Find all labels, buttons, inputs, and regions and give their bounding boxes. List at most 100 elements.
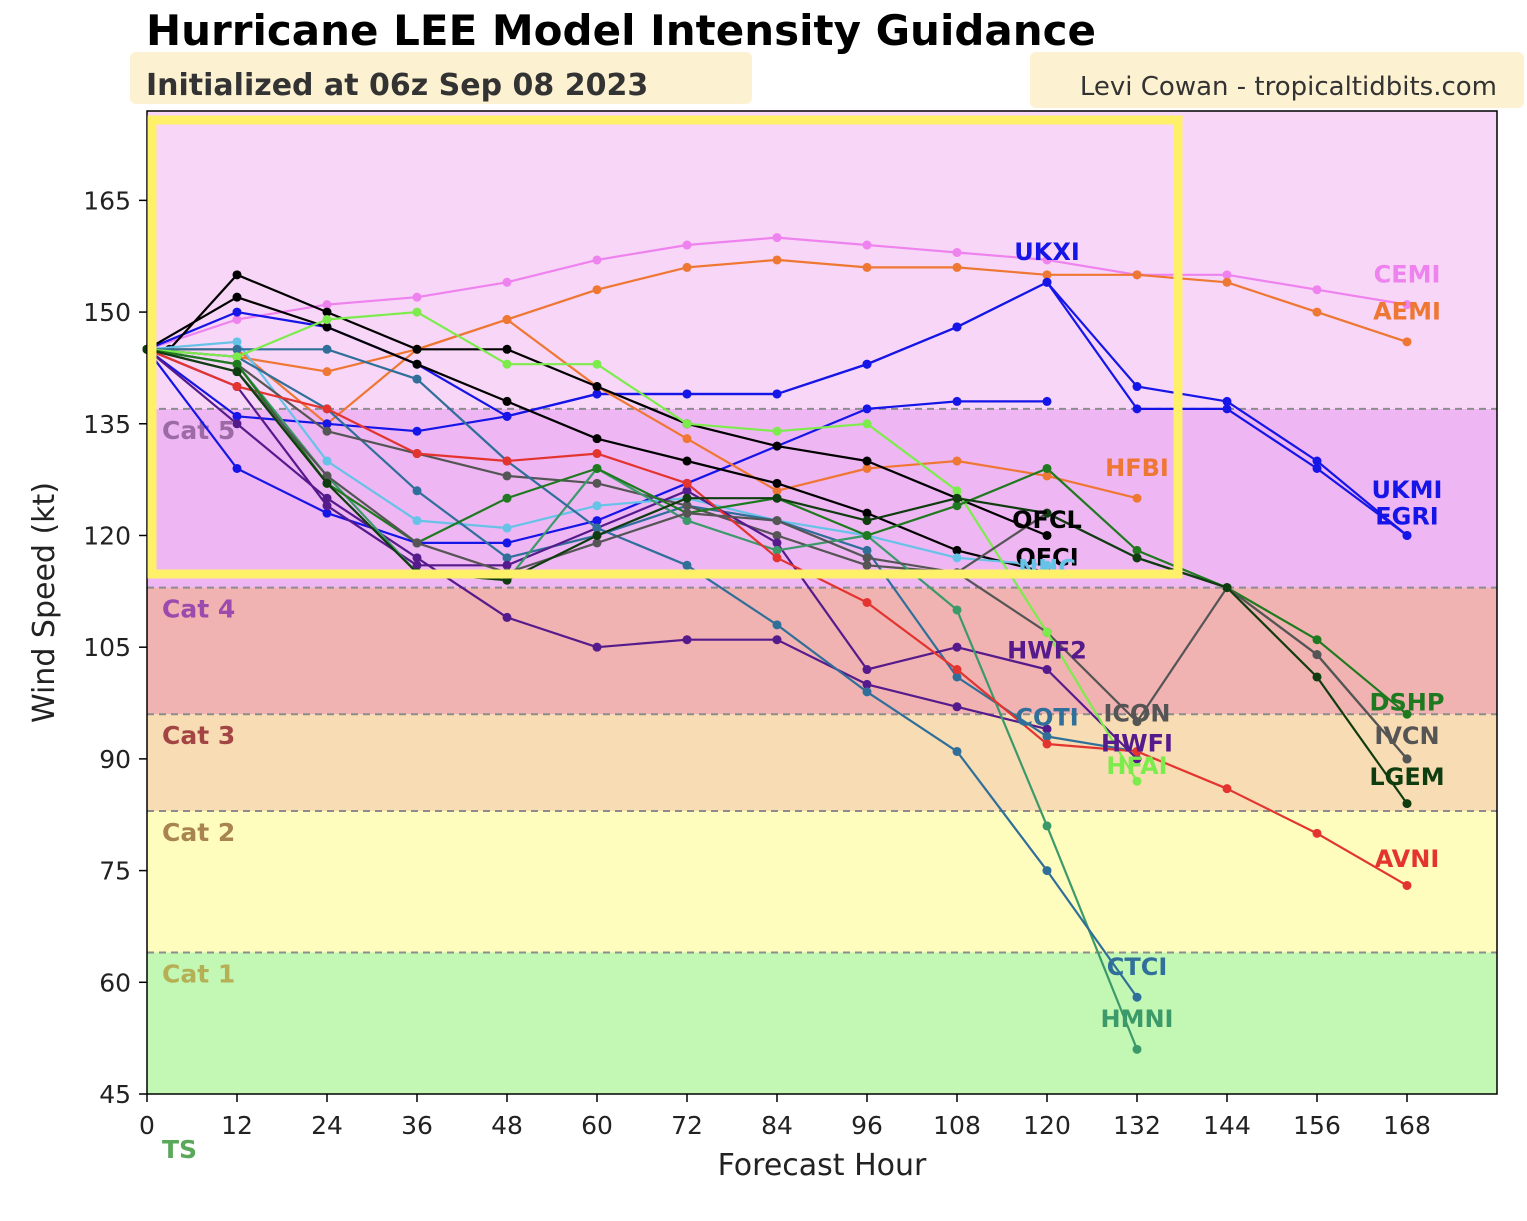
series-point-aemi	[1402, 337, 1412, 347]
series-point-lgem	[772, 493, 782, 503]
subtitle-highlight	[130, 52, 752, 104]
series-point-lgem	[1042, 508, 1052, 518]
series-point-hwfi	[1042, 665, 1052, 675]
series-point-hwfi	[772, 538, 782, 548]
series-point-avni	[1042, 739, 1052, 749]
series-point-nhc	[322, 456, 332, 466]
x-tick-label: 48	[491, 1111, 523, 1140]
series-point-aemi	[862, 262, 872, 272]
series-point-aemi	[592, 285, 602, 295]
series-label-ctci: CTCI	[1107, 953, 1168, 981]
series-point-ivcn	[1312, 650, 1322, 660]
series-point-egri	[1402, 530, 1412, 540]
series-point-dshp	[862, 530, 872, 540]
series-point-avni	[592, 449, 602, 459]
series-point-aemi	[952, 262, 962, 272]
x-tick-label: 24	[311, 1111, 343, 1140]
series-point-avni	[1402, 880, 1412, 890]
series-point-cemi	[682, 240, 692, 250]
series-point-ofcl	[952, 545, 962, 555]
series-point-coti	[862, 545, 872, 555]
series-point-aemi	[772, 255, 782, 265]
series-point-ofcl	[592, 434, 602, 444]
series-point-cemi	[772, 233, 782, 243]
series-point-ivcn	[592, 538, 602, 548]
category-bands	[147, 111, 1497, 1094]
series-point-lgem	[1222, 583, 1232, 593]
series-line-ctci	[147, 348, 1138, 998]
band-cat-2	[147, 714, 1497, 812]
series-point-nhc	[412, 516, 422, 526]
series-point-hfbi	[952, 456, 962, 466]
series-point-egri	[772, 389, 782, 399]
series-point-ctci	[1132, 992, 1142, 1002]
x-tick-label: 156	[1293, 1111, 1341, 1140]
x-tick-label: 132	[1113, 1111, 1161, 1140]
series-point-ukxi	[502, 538, 512, 548]
series-point-ofci	[862, 456, 872, 466]
x-tick-label: 12	[221, 1111, 253, 1140]
y-axis-label: Wind Speed (kt)	[27, 482, 62, 723]
series-point-avni	[232, 382, 242, 392]
series-point-ofci	[772, 441, 782, 451]
series-label-dshp: DSHP	[1370, 688, 1445, 716]
series-point-hmni	[952, 605, 962, 615]
series-label-hwf2: HWF2	[1007, 636, 1087, 664]
series-line-hwfi	[146, 348, 1138, 760]
series-point-hfbi	[682, 434, 692, 444]
series-point-icon	[322, 426, 332, 436]
category-label-ts: TS	[162, 1135, 197, 1164]
series-point-ofci	[1042, 530, 1052, 540]
series-point-ukmi	[1132, 382, 1142, 392]
series-point-ctci	[322, 344, 332, 354]
series-point-ctci	[1042, 866, 1052, 876]
series-point-cemi	[1042, 255, 1052, 265]
series-point-egri	[682, 389, 692, 399]
chart-credit: Levi Cowan - tropicaltidbits.com	[1079, 72, 1497, 102]
series-point-avni	[772, 553, 782, 563]
series-ofci	[142, 270, 1052, 540]
series-label-hfai: HFAI	[1106, 752, 1167, 780]
category-label-cat-1: Cat 1	[162, 960, 235, 989]
series-line-hfbi	[146, 318, 1138, 500]
series-label-hwfi: HWFI	[1101, 729, 1173, 757]
series-point-hwfi	[322, 501, 332, 511]
series-label-ivcn: IVCN	[1374, 722, 1439, 750]
series-point-cemi	[322, 300, 332, 310]
series-point-dshp	[592, 463, 602, 473]
series-point-hfai	[412, 307, 422, 317]
series-point-ivcn	[682, 508, 692, 518]
series-point-hfbi	[1042, 471, 1052, 481]
series-line-ofci	[147, 273, 1048, 537]
series-point-lgem	[1132, 553, 1142, 563]
series-point-lgem	[1312, 672, 1322, 682]
series-point-hfbi	[772, 486, 782, 496]
series-point-avni	[1312, 828, 1322, 838]
series-point-lgem	[232, 367, 242, 377]
series-point-ukmi	[1222, 396, 1232, 406]
series-point-dshp	[952, 501, 962, 511]
x-tick-label: 144	[1203, 1111, 1251, 1140]
series-point-nhc	[232, 337, 242, 347]
x-tick-label: 96	[851, 1111, 883, 1140]
series-line-coti	[146, 348, 1138, 753]
series-point-ukxi	[592, 516, 602, 526]
series-point-aemi	[682, 262, 692, 272]
series-point-ofcl	[862, 508, 872, 518]
series-point-hfai	[232, 352, 242, 362]
series-point-ukxi	[232, 463, 242, 473]
series-point-hwf2	[862, 679, 872, 689]
highlight-box	[147, 115, 1183, 579]
model-series	[142, 233, 1412, 1054]
series-point-aemi	[1042, 270, 1052, 280]
series-point-lgem	[952, 493, 962, 503]
series-point-hmni	[772, 545, 782, 555]
series-point-icon	[772, 530, 782, 540]
series-point-ctci	[592, 523, 602, 533]
series-point-egri	[1132, 404, 1142, 414]
series-point-hfbi	[1132, 493, 1142, 503]
series-point-egri	[1042, 277, 1052, 287]
series-point-hmni	[1042, 821, 1052, 831]
series-point-dshp	[1132, 545, 1142, 555]
series-point-cemi	[1312, 285, 1322, 295]
